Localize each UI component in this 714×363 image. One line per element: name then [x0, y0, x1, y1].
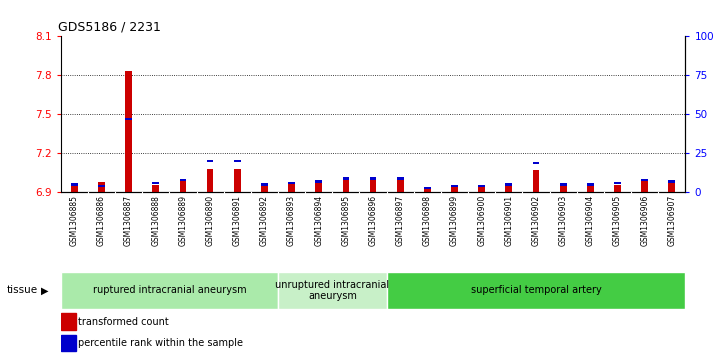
Bar — [343, 179, 349, 192]
Text: transformed count: transformed count — [79, 317, 169, 327]
Text: GSM1306906: GSM1306906 — [640, 195, 649, 246]
Text: GSM1306889: GSM1306889 — [178, 195, 187, 246]
Bar — [152, 182, 159, 184]
Bar — [641, 179, 648, 181]
Bar — [206, 160, 213, 162]
Text: ▶: ▶ — [41, 285, 49, 295]
Bar — [668, 181, 675, 192]
Text: GSM1306903: GSM1306903 — [559, 195, 568, 246]
Text: GSM1306907: GSM1306907 — [668, 195, 676, 246]
Bar — [71, 183, 78, 192]
Bar — [316, 182, 322, 192]
Bar — [451, 187, 458, 192]
Bar — [288, 182, 295, 184]
Bar — [506, 183, 512, 186]
Bar — [125, 118, 132, 120]
Bar — [587, 185, 594, 192]
Text: GSM1306893: GSM1306893 — [287, 195, 296, 246]
Bar — [587, 183, 594, 186]
Bar — [506, 186, 512, 192]
Bar — [387, 272, 685, 309]
Bar — [370, 178, 376, 192]
Bar — [343, 177, 349, 180]
Text: GSM1306904: GSM1306904 — [586, 195, 595, 246]
Bar — [478, 187, 485, 192]
Bar — [98, 185, 105, 187]
Bar — [560, 185, 567, 192]
Bar — [451, 185, 458, 187]
Bar — [316, 180, 322, 183]
Bar — [424, 187, 431, 189]
Bar — [206, 169, 213, 192]
Text: GSM1306885: GSM1306885 — [70, 195, 79, 246]
Bar — [560, 183, 567, 186]
Bar — [234, 160, 241, 162]
Bar — [98, 182, 105, 192]
Text: tissue: tissue — [7, 285, 39, 295]
Bar — [61, 335, 76, 351]
Text: ruptured intracranial aneurysm: ruptured intracranial aneurysm — [93, 285, 246, 295]
Text: GSM1306891: GSM1306891 — [233, 195, 242, 246]
Bar — [397, 177, 403, 180]
Bar — [179, 181, 186, 192]
Bar — [152, 185, 159, 192]
Bar — [641, 181, 648, 192]
Bar — [278, 272, 387, 309]
Text: GSM1306901: GSM1306901 — [504, 195, 513, 246]
Bar — [125, 72, 132, 192]
Bar — [61, 272, 278, 309]
Text: GSM1306890: GSM1306890 — [206, 195, 215, 246]
Bar — [288, 183, 295, 192]
Bar — [424, 188, 431, 192]
Bar — [234, 169, 241, 192]
Bar — [614, 185, 621, 192]
Bar — [533, 162, 540, 164]
Text: GSM1306892: GSM1306892 — [260, 195, 269, 246]
Text: superficial temporal artery: superficial temporal artery — [471, 285, 601, 295]
Text: GSM1306887: GSM1306887 — [124, 195, 133, 246]
Bar — [261, 183, 268, 186]
Text: GSM1306894: GSM1306894 — [314, 195, 323, 246]
Text: GSM1306899: GSM1306899 — [450, 195, 459, 246]
Bar — [478, 185, 485, 187]
Bar — [71, 183, 78, 186]
Text: GSM1306888: GSM1306888 — [151, 195, 160, 246]
Bar — [614, 182, 621, 184]
Text: GSM1306905: GSM1306905 — [613, 195, 622, 246]
Text: unruptured intracranial
aneurysm: unruptured intracranial aneurysm — [276, 280, 389, 301]
Text: GSM1306902: GSM1306902 — [531, 195, 540, 246]
Bar — [533, 170, 540, 192]
Text: GSM1306896: GSM1306896 — [368, 195, 378, 246]
Bar — [397, 179, 403, 192]
Bar — [668, 180, 675, 183]
Text: GSM1306900: GSM1306900 — [477, 195, 486, 246]
Text: GSM1306886: GSM1306886 — [97, 195, 106, 246]
Text: GSM1306898: GSM1306898 — [423, 195, 432, 246]
Text: GDS5186 / 2231: GDS5186 / 2231 — [58, 21, 161, 34]
Text: percentile rank within the sample: percentile rank within the sample — [79, 338, 243, 348]
Bar — [370, 177, 376, 180]
Bar — [261, 185, 268, 192]
Bar — [179, 179, 186, 181]
Text: GSM1306897: GSM1306897 — [396, 195, 405, 246]
Bar — [61, 313, 76, 330]
Text: GSM1306895: GSM1306895 — [341, 195, 351, 246]
